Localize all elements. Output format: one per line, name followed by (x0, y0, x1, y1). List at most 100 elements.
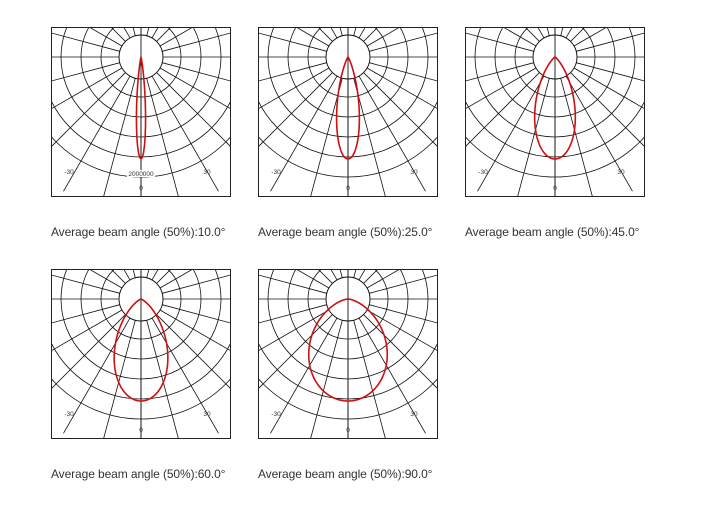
grid-spoke (51, 274, 120, 294)
grid-spoke (88, 27, 123, 47)
plot-frame (465, 27, 645, 197)
polar-plot: -30 30 0 2000000 (51, 27, 231, 217)
tick-label-plus30: 30 (410, 411, 418, 418)
beam-angle-caption: Average beam angle (50%):90.0° (258, 467, 432, 481)
grid-spoke (310, 78, 343, 197)
caption-prefix: Average beam angle (50%): (51, 467, 198, 481)
caption-prefix: Average beam angle (50%): (258, 225, 405, 239)
grid-spoke (266, 75, 338, 197)
plot-frame (258, 269, 438, 439)
caption-prefix: Average beam angle (50%): (51, 225, 198, 239)
grid-spoke (358, 317, 430, 439)
grid-spoke (103, 78, 136, 197)
polar-chart-4: -30 30 0 Average beam angle (50%):60.0° (51, 269, 251, 509)
grid-spoke (369, 304, 438, 324)
tick-label-minus30: -30 (271, 169, 281, 176)
polar-plot: -30 30 0 (465, 27, 645, 217)
grid-spoke (51, 72, 126, 148)
beam-angle-caption: Average beam angle (50%):25.0° (258, 225, 432, 239)
grid-spoke (258, 309, 330, 352)
tick-label-zero: 0 (553, 185, 557, 192)
caption-value: 45.0° (611, 225, 640, 239)
polar-chart-5: -30 30 0 Average beam angle (50%):90.0° (258, 269, 458, 509)
grid-spoke (369, 32, 438, 52)
grid-spoke (573, 27, 608, 47)
grid-spoke (353, 320, 386, 439)
grid-spoke (465, 62, 534, 82)
grid-spoke (576, 62, 645, 82)
tick-label-minus30: -30 (271, 411, 281, 418)
caption-value: 10.0° (197, 225, 226, 239)
polar-plot: -30 30 0 (258, 27, 438, 217)
intensity-curve (135, 56, 147, 161)
grid-spoke (159, 27, 194, 47)
grid-spoke (465, 72, 540, 148)
grid-spoke (258, 62, 327, 82)
grid-spoke (565, 75, 637, 197)
grid-spoke (51, 62, 120, 82)
grid-spoke (366, 67, 438, 110)
tick-label-zero: 0 (346, 185, 350, 192)
grid-spoke (151, 317, 223, 439)
intensity-curve (113, 298, 169, 402)
grid-spoke (51, 309, 123, 352)
grid-spoke (258, 67, 330, 110)
scale-label-bg (127, 170, 155, 177)
grid-spoke (162, 32, 231, 52)
grid-spoke (258, 274, 327, 294)
grid-spoke (465, 67, 537, 110)
intensity-curve (533, 56, 577, 160)
grid-spoke (353, 78, 386, 197)
grid-spoke (51, 67, 123, 110)
grid-spoke (159, 67, 231, 110)
polar-chart-1: -30 30 0 2000000 Average beam angle (50%):1… (51, 27, 251, 267)
tick-label-plus30: 30 (203, 411, 211, 418)
grid-spoke (258, 32, 327, 52)
intensity-curve (307, 298, 389, 402)
polar-mask (51, 183, 231, 217)
grid-spoke (366, 269, 401, 289)
grid-spoke (369, 62, 438, 82)
caption-value: 60.0° (197, 467, 226, 481)
grid-spoke (51, 314, 126, 390)
caption-value: 90.0° (404, 467, 433, 481)
grid-spoke (162, 62, 231, 82)
beam-angle-caption: Average beam angle (50%):45.0° (465, 225, 639, 239)
grid-spoke (146, 320, 179, 439)
grid-spoke (156, 72, 231, 148)
grid-spoke (59, 75, 131, 197)
intensity-curve (335, 55, 361, 160)
grid-spoke (258, 72, 333, 148)
grid-spoke (517, 78, 550, 197)
grid-spoke (51, 304, 120, 324)
grid-spoke (51, 32, 120, 52)
grid-spoke (258, 314, 333, 390)
grid-spoke (258, 304, 327, 324)
polar-plot: -30 30 0 (51, 269, 231, 459)
plot-frame (51, 269, 231, 439)
caption-value: 25.0° (404, 225, 433, 239)
grid-spoke (159, 269, 194, 289)
tick-label-minus30: -30 (64, 411, 74, 418)
tick-label-minus30: -30 (478, 169, 488, 176)
tick-label-minus30: -30 (64, 169, 74, 176)
tick-label-zero: 0 (346, 427, 350, 434)
grid-spoke (369, 274, 438, 294)
grid-spoke (295, 27, 330, 47)
grid-spoke (366, 309, 438, 352)
grid-spoke (363, 314, 438, 390)
grid-spoke (151, 75, 223, 197)
beam-angle-caption: Average beam angle (50%):60.0° (51, 467, 225, 481)
grid-spoke (59, 317, 131, 439)
grid-spoke (266, 317, 338, 439)
grid-spoke (162, 274, 231, 294)
grid-spoke (473, 75, 545, 197)
grid-spoke (366, 27, 401, 47)
grid-spoke (573, 67, 645, 110)
polar-mask (51, 425, 231, 459)
grid-spoke (560, 78, 593, 197)
polar-mask (258, 425, 438, 459)
grid-spoke (570, 72, 645, 148)
grid-spoke (358, 75, 430, 197)
grid-spoke (146, 78, 179, 197)
